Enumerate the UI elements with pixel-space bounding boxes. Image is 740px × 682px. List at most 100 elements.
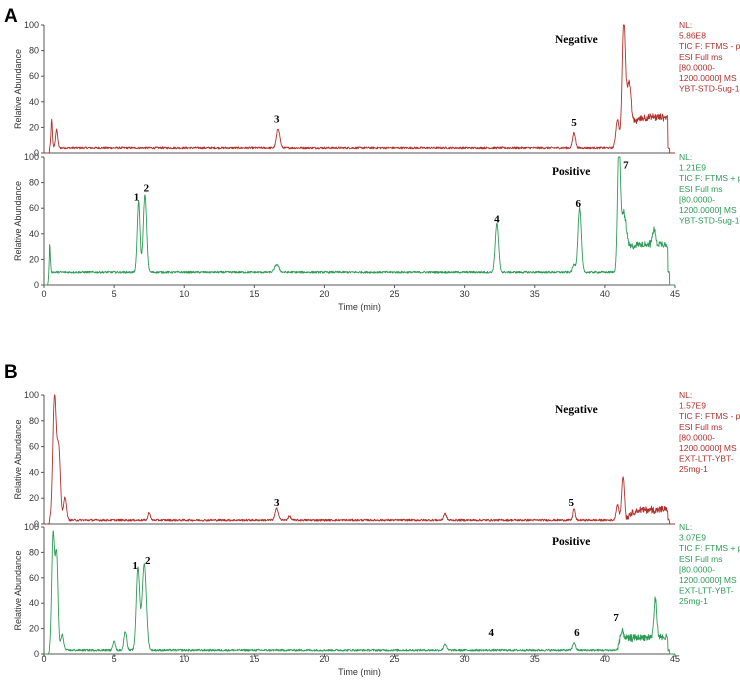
info-text: TIC F: FTMS + p [679,173,740,183]
x-tick-label: 10 [179,654,189,664]
info-text: NL: [679,522,692,532]
peak-label: 6 [575,198,581,210]
x-axis-title: Time (min) [338,667,381,677]
y-tick-label: 40 [29,598,39,608]
x-tick-label: 30 [460,654,470,664]
info-text: NL: [679,152,692,162]
info-text: TIC F: FTMS + p [679,543,740,553]
peak-label: 4 [494,213,500,225]
info-text: NL: [679,390,692,400]
mode-label: Negative [555,404,598,416]
peak-label: 7 [623,160,629,172]
trace-panel-negative: 0 20 40 60 80 100 Relative Abundance Negative 3 5… [13,20,740,158]
trace-panel-positive: 0 20 40 60 80 100 Relative Abundance Positive 12… [13,152,740,290]
x-tick-label: 5 [112,289,117,299]
peak-label: 5 [568,497,574,509]
info-text: ESI Full ms [679,52,722,62]
chromatogram-trace [43,24,676,154]
y-tick-label: 60 [29,71,39,81]
info-text: [80.0000- [679,564,715,574]
x-tick-label: 20 [319,289,329,299]
info-text: TIC F: FTMS - p [679,41,740,51]
mode-label: Negative [555,34,598,46]
y-tick-label: 20 [29,624,39,634]
y-tick-label: 100 [24,390,39,400]
peak-label: 1 [132,560,138,572]
info-text: NL: [679,20,692,30]
y-tick-label: 60 [29,442,39,452]
peak-label: 2 [145,555,151,567]
panel-letter-b: B [4,362,18,383]
info-text: 5.86E8 [679,31,706,41]
info-text: [80.0000- [679,62,715,72]
y-axis-title: Relative Abundance [13,49,23,129]
y-tick-label: 40 [29,97,39,107]
info-text: YBT-STD-5ug-1 [679,84,740,94]
trace-panel-negative: 0 20 40 60 80 100 Relative Abundance Negative 3 5… [13,390,740,529]
y-tick-label: 0 [34,280,39,290]
peak-label: 1 [134,192,140,204]
chromatogram-trace [43,394,676,525]
info-text: 1200.0000] MS [679,443,737,453]
info-text: 25mg-1 [679,596,708,606]
info-text: ESI Full ms [679,554,722,564]
chromatogram-trace [43,530,676,655]
x-tick-label: 40 [600,654,610,664]
y-tick-label: 20 [29,493,39,503]
peak-label: 7 [613,612,619,624]
y-tick-label: 40 [29,467,39,477]
x-axis-title: Time (min) [338,302,381,312]
x-tick-label: 15 [249,289,259,299]
panel-letter-a: A [4,6,18,27]
info-text: ESI Full ms [679,422,722,432]
x-tick-label: 15 [249,654,259,664]
x-tick-label: 45 [670,289,680,299]
info-text: TIC F: FTMS - p [679,411,740,421]
x-tick-label: 30 [460,289,470,299]
info-text: ESI Full ms [679,184,722,194]
x-tick-label: 40 [600,289,610,299]
y-axis-title: Relative Abundance [13,181,23,261]
y-tick-label: 80 [29,178,39,188]
y-tick-label: 40 [29,229,39,239]
y-tick-label: 0 [34,148,39,158]
y-tick-label: 80 [29,46,39,56]
x-tick-label: 5 [112,654,117,664]
x-tick-label: 20 [319,654,329,664]
y-tick-label: 60 [29,203,39,213]
info-text: 1200.0000] MS [679,575,737,585]
info-text: 1200.0000] MS [679,73,737,83]
mode-label: Positive [552,536,590,548]
y-tick-label: 100 [24,152,39,162]
y-tick-label: 100 [24,522,39,532]
x-tick-label: 25 [390,654,400,664]
peak-label: 2 [144,183,150,195]
x-tick-label: 35 [530,654,540,664]
peak-label: 6 [574,627,580,639]
info-text: YBT-STD-5ug-1 [679,216,740,226]
info-text: EXT-LTT-YBT- [679,586,734,596]
y-tick-label: 60 [29,573,39,583]
y-tick-label: 20 [29,122,39,132]
y-axis-title: Relative Abundance [13,550,23,630]
chromatogram-trace [43,156,676,286]
x-tick-label: 45 [670,654,680,664]
x-tick-label: 0 [41,654,46,664]
y-tick-label: 20 [29,254,39,264]
x-tick-label: 35 [530,289,540,299]
y-axis-title: Relative Abundance [13,419,23,499]
x-tick-label: 10 [179,289,189,299]
info-text: 1.57E9 [679,401,706,411]
y-tick-label: 80 [29,547,39,557]
info-text: 1.21E9 [679,163,706,173]
peak-label: 3 [274,113,280,125]
y-tick-label: 0 [34,519,39,529]
x-tick-label: 0 [41,289,46,299]
info-text: 1200.0000] MS [679,205,737,215]
y-tick-label: 0 [34,649,39,659]
info-text: EXT-LTT-YBT- [679,454,734,464]
mode-label: Positive [552,166,590,178]
